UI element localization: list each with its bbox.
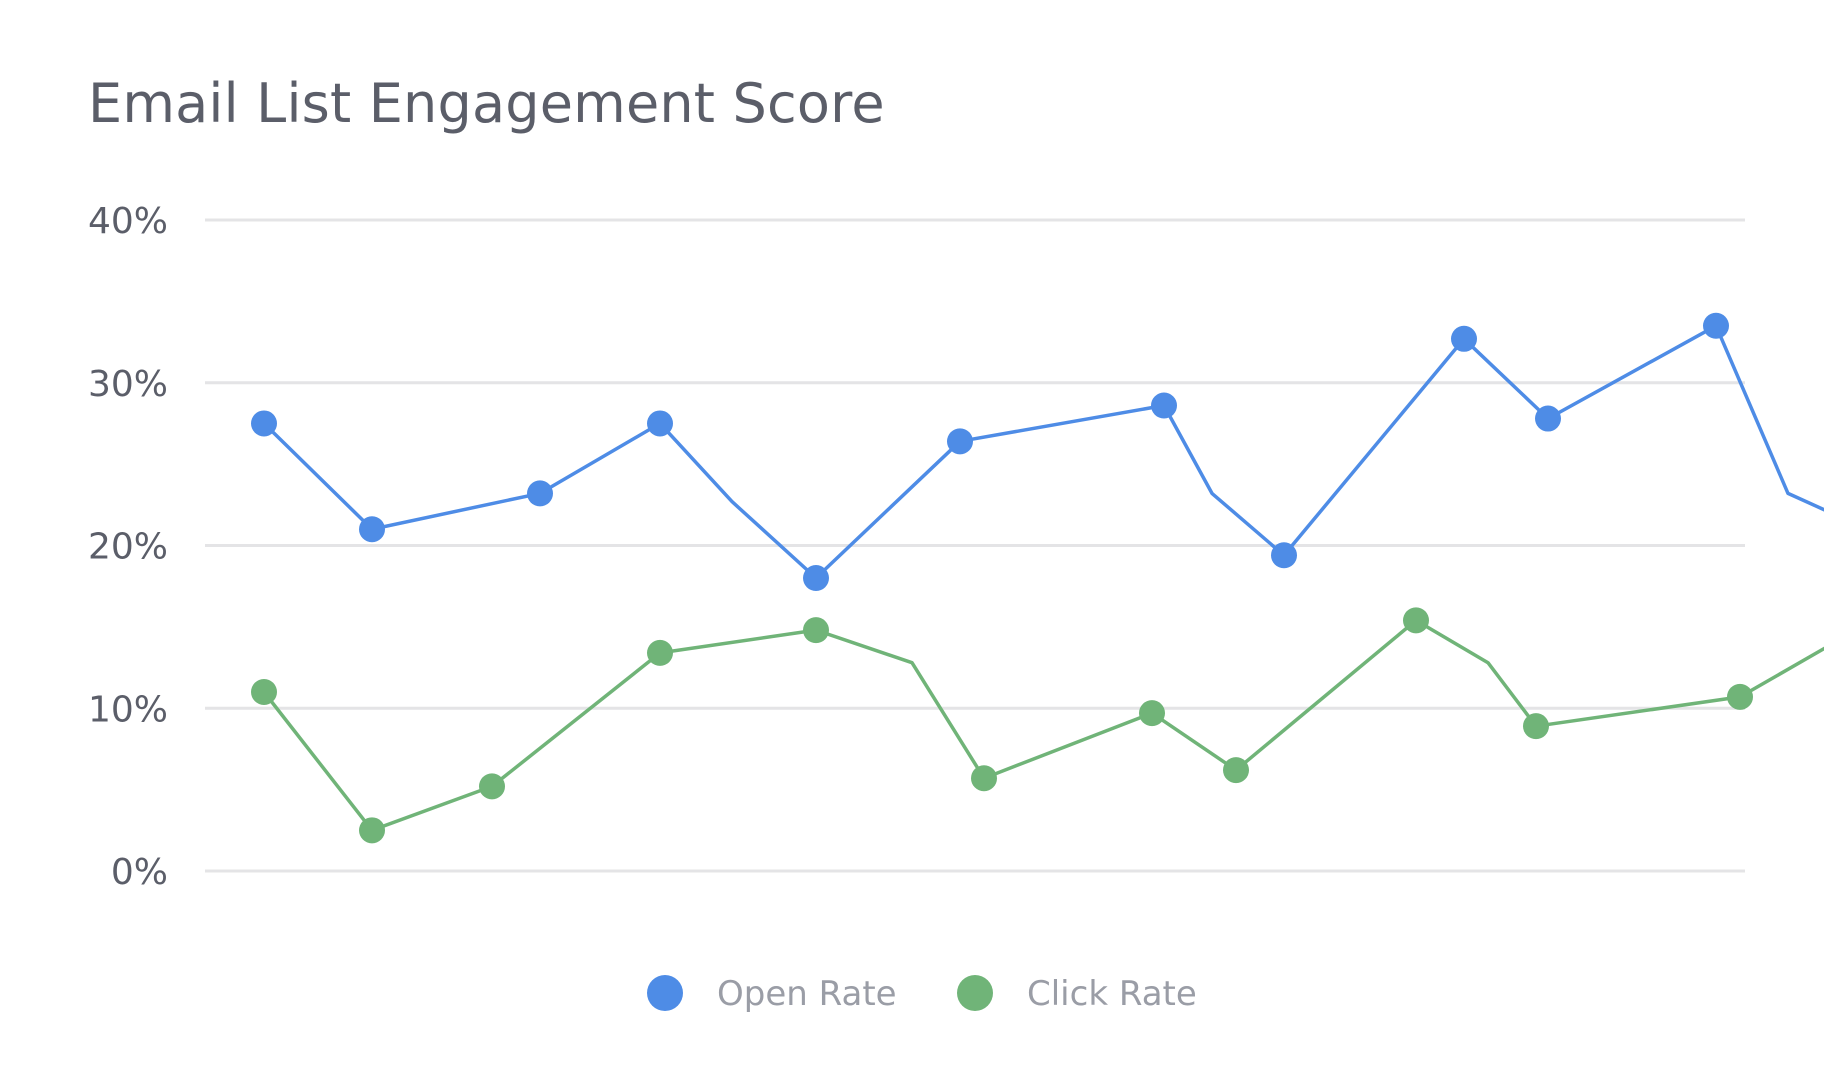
click-rate-point[interactable]: [803, 617, 829, 644]
y-axis-tick-labels: 0% 10% 20% 30% 40%: [88, 201, 168, 893]
click-rate-point[interactable]: [971, 765, 997, 792]
y-tick-label: 30%: [88, 364, 168, 405]
y-tick-label: 40%: [88, 201, 168, 242]
legend-label: Click Rate: [1027, 974, 1197, 1014]
y-tick-label: 20%: [88, 527, 168, 568]
click-rate-point[interactable]: [1727, 683, 1753, 710]
legend-item-open-rate[interactable]: Open Rate: [647, 974, 897, 1014]
grid-lines: [205, 218, 1745, 873]
click-rate-point[interactable]: [479, 773, 505, 800]
click-rate-point[interactable]: [1223, 757, 1249, 784]
open-rate-line: [262, 324, 1824, 580]
open-rate-point[interactable]: [527, 480, 553, 507]
click-rate-point[interactable]: [647, 639, 673, 666]
series-markers: [251, 312, 1753, 844]
legend-swatch: [647, 975, 683, 1011]
click-rate-point[interactable]: [1139, 700, 1165, 727]
open-rate-point[interactable]: [947, 428, 973, 455]
click-rate-point[interactable]: [251, 678, 277, 705]
open-rate-point[interactable]: [1271, 542, 1297, 569]
open-rate-point[interactable]: [647, 410, 673, 437]
legend-swatch: [957, 975, 993, 1011]
legend-label: Open Rate: [717, 974, 897, 1014]
open-rate-point[interactable]: [251, 410, 277, 437]
open-rate-point[interactable]: [803, 565, 829, 592]
series-lines: [262, 324, 1824, 833]
open-rate-point[interactable]: [359, 516, 385, 543]
click-rate-point[interactable]: [1523, 713, 1549, 740]
legend[interactable]: Open Rate Click Rate: [647, 974, 1197, 1014]
click-rate-point[interactable]: [359, 817, 385, 844]
chart-title: Email List Engagement Score: [88, 72, 885, 135]
y-tick-label: 0%: [111, 852, 168, 893]
open-rate-point[interactable]: [1451, 325, 1477, 352]
open-rate-point[interactable]: [1535, 405, 1561, 432]
legend-item-click-rate[interactable]: Click Rate: [957, 974, 1197, 1014]
open-rate-point[interactable]: [1703, 312, 1729, 339]
click-rate-point[interactable]: [1403, 607, 1429, 634]
open-rate-point[interactable]: [1151, 392, 1177, 419]
y-tick-label: 10%: [88, 689, 168, 730]
